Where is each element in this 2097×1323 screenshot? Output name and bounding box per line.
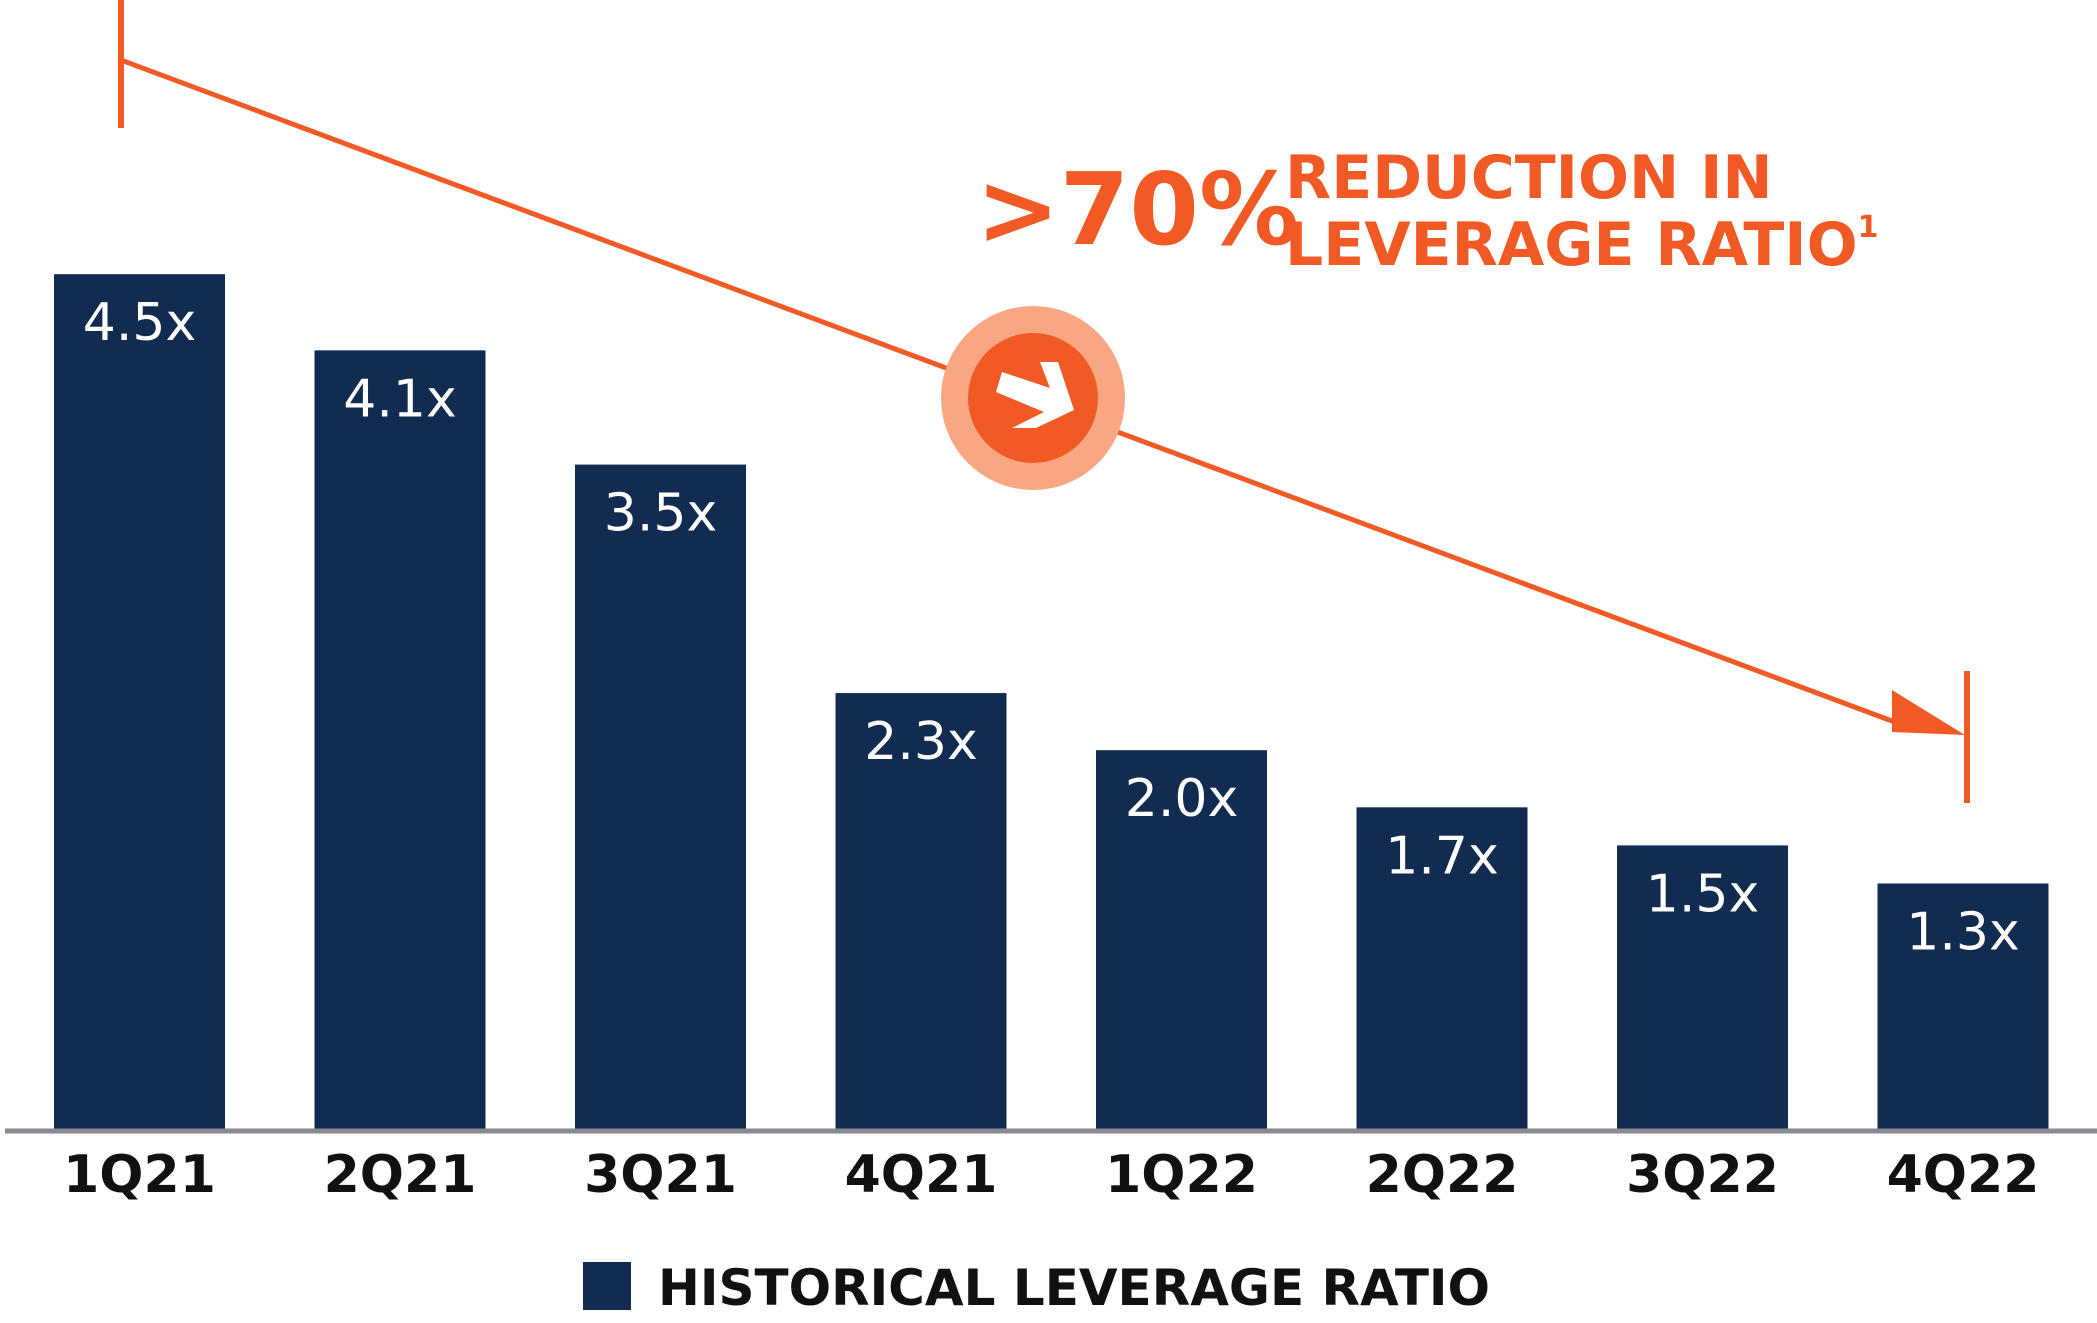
x-tick-label: 3Q21: [584, 1145, 737, 1205]
bars-group: 4.5x 4.1x 3.5x 2.3x 2.0x 1.7x 1.5x 1.3x: [54, 274, 2049, 1132]
reduction-percent: >70%: [976, 151, 1299, 268]
legend-swatch: [583, 1262, 631, 1310]
bar-1Q21: [54, 274, 225, 1131]
reduction-line-2: LEVERAGE RATIO1: [1285, 210, 1879, 280]
bar-4Q22: [1877, 883, 2049, 1131]
x-tick-label: 4Q21: [845, 1145, 998, 1205]
x-tick-label: 1Q21: [63, 1145, 216, 1205]
bar-value-label: 3.5x: [604, 484, 717, 544]
trend-annotation: [118, 0, 1970, 803]
x-tick-label: 1Q22: [1105, 1145, 1258, 1205]
bar-value-label: 1.3x: [1906, 902, 2019, 962]
x-tick-labels: 1Q21 2Q21 3Q21 4Q21 1Q22 2Q22 3Q22 4Q22: [63, 1145, 2039, 1205]
bar-value-label: 4.1x: [343, 369, 456, 429]
bar-value-label: 4.5x: [83, 293, 196, 353]
bar-3Q22: [1617, 845, 1788, 1131]
footnote-marker: 1: [1858, 210, 1879, 245]
bar-3Q21: [575, 464, 746, 1132]
bar-value-label: 1.5x: [1646, 864, 1759, 924]
bar-value-label: 1.7x: [1385, 826, 1498, 886]
bar-2Q21: [314, 350, 486, 1131]
bar-value-label: 2.3x: [864, 712, 977, 772]
reduction-line-1: REDUCTION IN: [1285, 143, 1773, 213]
chevron-right-icon: [996, 362, 1074, 428]
x-tick-label: 2Q21: [324, 1145, 477, 1205]
trend-arrowhead: [1892, 690, 1965, 735]
bar-value-label: 2.0x: [1125, 769, 1238, 829]
bar-2Q22: [1356, 807, 1528, 1131]
bar-4Q21: [835, 693, 1007, 1131]
x-tick-label: 3Q22: [1626, 1145, 1779, 1205]
bar-1Q22: [1096, 750, 1267, 1131]
reduction-line-2-text: LEVERAGE RATIO: [1285, 210, 1858, 280]
x-tick-label: 2Q22: [1366, 1145, 1519, 1205]
legend-label: HISTORICAL LEVERAGE RATIO: [658, 1259, 1490, 1317]
x-tick-label: 4Q22: [1887, 1145, 2040, 1205]
